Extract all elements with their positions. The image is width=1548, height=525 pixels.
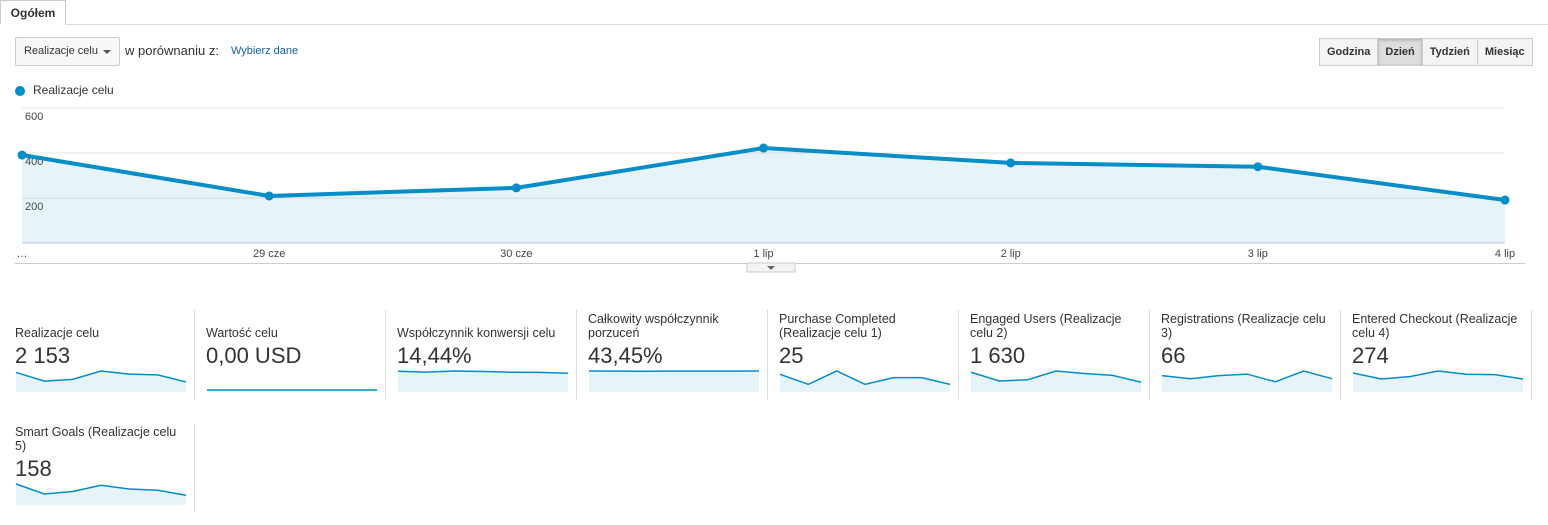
granularity-button[interactable]: Dzień [1377, 38, 1423, 66]
sparkline [15, 483, 187, 505]
sparkline-line [1161, 370, 1333, 383]
sparkline [1161, 370, 1333, 392]
sparkline [779, 370, 951, 392]
x-tick-label: 30 cze [500, 248, 532, 260]
tab-line [0, 24, 1548, 25]
metric-value: 14,44% [397, 343, 472, 368]
sparkline [15, 370, 187, 392]
metric-label: Purchase Completed (Realizacje celu 1) [779, 312, 896, 340]
sparkline [588, 370, 760, 392]
y-tick-label: 200 [25, 201, 43, 213]
sparkline-area [780, 371, 950, 392]
sparkline-area [16, 371, 186, 392]
x-tick-label: 2 lip [1001, 248, 1021, 260]
point [1500, 195, 1510, 205]
sparkline-area [1353, 371, 1523, 392]
collapse-arrow [767, 266, 775, 270]
granularity-button[interactable]: Miesiąc [1476, 38, 1533, 66]
compare-link[interactable]: Wybierz dane [231, 45, 299, 57]
metric-card: Entered Checkout (Realizacje celu 4) 274 [1352, 310, 1532, 400]
metric-value: 2 153 [15, 343, 71, 368]
sparkline-area [589, 371, 759, 392]
metric-value: 43,45% [588, 343, 663, 368]
metric-card: Smart Goals (Realizacje celu 5) 158 [15, 423, 195, 513]
x-tick-label: 3 lip [1248, 248, 1268, 260]
sparkline-line [1352, 370, 1524, 380]
metric-value: 158 [15, 456, 52, 481]
metric-label: Entered Checkout (Realizacje celu 4) [1352, 312, 1518, 340]
granularity-button[interactable]: Tydzień [1421, 38, 1478, 66]
metric-select[interactable]: Realizacje celu [15, 37, 120, 66]
sparkline-area [1162, 371, 1332, 392]
metric-value: 66 [1161, 343, 1186, 368]
metric-card: Registrations (Realizacje celu 3) 66 [1161, 310, 1341, 400]
sparkline-line [970, 370, 1142, 383]
metric-card: Całkowity współczynnik porzuceń 43,45% [588, 310, 768, 400]
point [759, 143, 768, 153]
metric-label: Wartość celu [206, 326, 278, 340]
metric-card: Realizacje celu 2 153 [15, 310, 195, 400]
sparkline-area [16, 484, 186, 505]
legend-marker [15, 86, 25, 96]
x-tick-label: … [17, 248, 28, 260]
sparkline [1352, 370, 1524, 392]
metric-card: Współczynnik konwersji celu 14,44% [397, 310, 577, 400]
y-tick-label: 600 [25, 111, 43, 123]
granularity-buttons: Godzina Dzień Tydzień Miesiąc [1319, 38, 1533, 66]
point [264, 191, 274, 201]
metric-label: Registrations (Realizacje celu 3) [1161, 312, 1326, 340]
metric-label: Engaged Users (Realizacje celu 2) [970, 312, 1122, 340]
sparkline [397, 370, 569, 392]
metric-label: Smart Goals (Realizacje celu 5) [15, 425, 177, 453]
legend-label: Realizacje celu [33, 83, 114, 97]
point [1253, 162, 1263, 172]
sparkline-area [971, 371, 1141, 392]
metric-card: Wartość celu 0,00 USD [206, 310, 386, 400]
metric-label: Realizacje celu [15, 326, 100, 340]
sparkline-line [15, 370, 187, 383]
sparkline-area [398, 371, 568, 392]
metric-value: 274 [1352, 343, 1389, 368]
metric-value: 0,00 USD [206, 343, 302, 368]
point [1006, 158, 1016, 168]
metric-card: Purchase Completed (Realizacje celu 1) 25 [779, 310, 959, 400]
sparkline-line [779, 370, 951, 386]
tab[interactable]: Ogółem [0, 0, 66, 25]
point [17, 150, 27, 160]
metric-label: Współczynnik konwersji celu [397, 326, 556, 340]
compare-label: w porównaniu z: [125, 43, 219, 58]
point [511, 183, 521, 193]
sparkline [970, 370, 1142, 392]
metric-card: Engaged Users (Realizacje celu 2) 1 630 [970, 310, 1150, 400]
metric-value: 1 630 [970, 343, 1026, 368]
metric-value: 25 [779, 343, 804, 368]
sparkline-line [15, 483, 187, 496]
sparkline-line [397, 370, 569, 375]
x-tick-label: 29 cze [253, 248, 285, 260]
area [22, 148, 1505, 243]
x-tick-label: 1 lip [753, 248, 773, 260]
x-tick-label: 4 lip [1495, 248, 1515, 260]
metric-label: Całkowity współczynnik porzuceń [588, 312, 719, 340]
sparkline [207, 389, 377, 392]
